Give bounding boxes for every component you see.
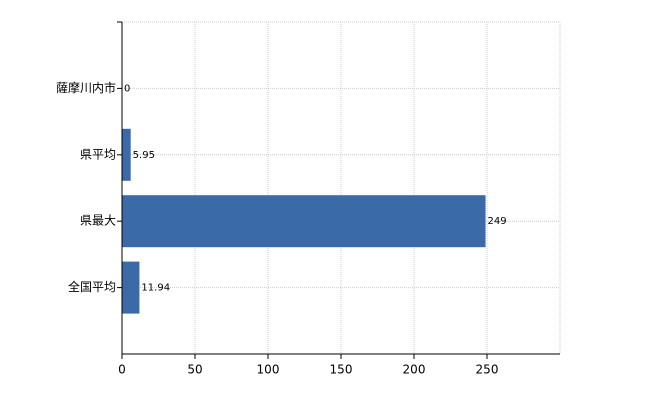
y-tick-label: 全国平均 <box>68 279 116 294</box>
value-label: 0 <box>124 83 130 94</box>
x-tick-label: 250 <box>476 363 499 377</box>
bar <box>122 195 486 248</box>
x-tick-label: 0 <box>118 363 126 377</box>
value-label: 11.94 <box>141 283 170 294</box>
x-tick-label: 150 <box>330 363 353 377</box>
value-label: 5.95 <box>133 150 155 161</box>
x-tick-label: 100 <box>257 363 280 377</box>
bar <box>122 128 131 181</box>
y-tick-label: 県平均 <box>80 147 116 161</box>
value-label: 249 <box>488 216 507 227</box>
x-tick-label: 200 <box>403 363 426 377</box>
y-tick-label: 県最大 <box>80 214 116 228</box>
bar <box>122 261 140 314</box>
x-tick-label: 50 <box>187 363 202 377</box>
y-tick-label: 薩摩川内市 <box>56 80 116 95</box>
